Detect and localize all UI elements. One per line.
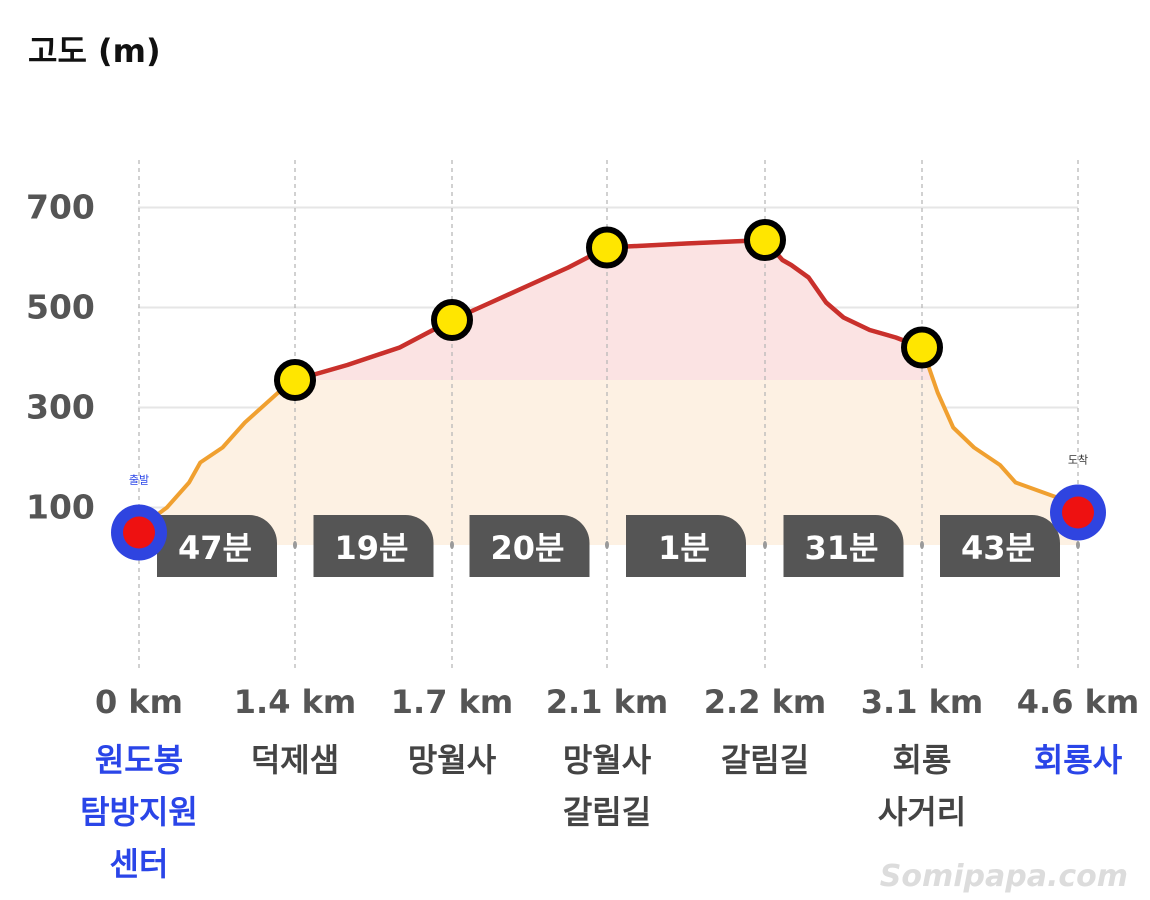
waypoint-marker: [901, 326, 943, 369]
duration-label: 31분: [805, 529, 879, 567]
duration-label: 19분: [335, 529, 409, 567]
watermark: Somipapa.com: [880, 859, 1128, 894]
elevation-area: [139, 240, 1078, 545]
duration-label: 20분: [491, 529, 565, 567]
waypoint-marker: [586, 226, 628, 269]
place-label: 갈림길: [563, 793, 651, 831]
duration-pill: [626, 515, 746, 577]
duration-label: 1분: [658, 529, 710, 567]
duration-label: 43분: [961, 529, 1035, 567]
place-label: 회룡사: [1034, 741, 1123, 779]
baseline-tick: [920, 541, 924, 549]
endpoint-note: 출발: [129, 474, 149, 487]
distance-label: 2.1 km: [546, 683, 668, 721]
area-fill-upper: [295, 240, 934, 380]
y-tick-label: 100: [26, 488, 95, 527]
duration-pill: [783, 515, 904, 577]
distance-label: 4.6 km: [1017, 683, 1139, 721]
place-label: 망월사: [563, 741, 652, 779]
baseline-tick: [763, 541, 767, 549]
y-axis-title: 고도 (m): [28, 32, 161, 70]
place-label: 회룡: [893, 741, 952, 779]
endpoint-marker: [1062, 496, 1094, 529]
baseline-tick: [605, 541, 609, 549]
distance-label: 3.1 km: [861, 683, 983, 721]
distance-label: 2.2 km: [704, 683, 826, 721]
distance-label: 0 km: [95, 683, 183, 721]
y-tick-label: 500: [26, 288, 95, 327]
waypoint-marker: [274, 359, 316, 401]
segment-duration-pills: 47분 19분 20분 1분 31분 43분: [137, 515, 1080, 577]
place-label: 센터: [110, 845, 169, 883]
waypoint-marker: [744, 219, 786, 261]
duration-pill: [940, 515, 1060, 577]
place-label: 덕제샘: [251, 741, 339, 779]
place-label: 탐방지원: [80, 793, 198, 831]
duration-pill: [313, 515, 434, 577]
place-label: 사거리: [878, 793, 966, 831]
duration-pill: [469, 515, 590, 577]
duration-label: 47분: [178, 529, 252, 567]
place-label: 원도봉: [95, 741, 183, 779]
distance-label: 1.7 km: [391, 683, 513, 721]
distance-label: 1.4 km: [234, 683, 356, 721]
baseline-tick: [1076, 541, 1080, 549]
waypoint-marker: [431, 299, 473, 341]
baseline-tick: [450, 541, 454, 549]
waypoint-markers: 출발 도착: [111, 219, 1106, 561]
y-tick-label: 300: [26, 388, 95, 427]
endpoint-note: 도착: [1068, 454, 1088, 467]
duration-pill: [157, 515, 277, 577]
place-label: 갈림길: [721, 741, 809, 779]
endpoint-marker: [123, 516, 155, 549]
place-label: 망월사: [408, 741, 497, 779]
baseline-tick: [293, 541, 297, 549]
y-tick-label: 700: [26, 188, 95, 227]
y-axis-ticks: 700 500 300 100: [26, 188, 95, 527]
area-fill-lower: [139, 380, 1078, 545]
